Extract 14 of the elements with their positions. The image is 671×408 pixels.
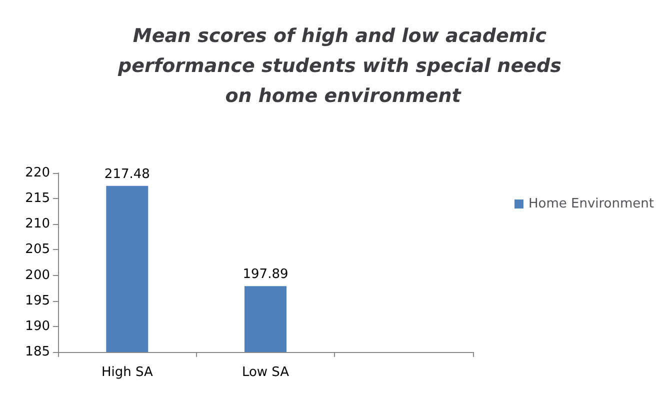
y-tick-label: 215 bbox=[25, 191, 50, 206]
y-tick-label: 195 bbox=[25, 293, 50, 308]
data-label: 197.89 bbox=[242, 267, 288, 282]
y-tick-label: 185 bbox=[25, 344, 50, 360]
y-tick-label: 190 bbox=[25, 318, 50, 334]
y-tick-label: 210 bbox=[25, 216, 50, 232]
y-tick-label: 200 bbox=[25, 268, 50, 283]
x-tick-label: Low SA bbox=[242, 365, 290, 380]
y-tick-label: 205 bbox=[25, 242, 50, 258]
legend-label: Home Environment bbox=[528, 196, 654, 212]
data-label: 217.48 bbox=[104, 166, 150, 182]
chart-title: Mean scores of high and low academic performance students with special needs on home environment bbox=[116, 25, 568, 107]
y-tick-label: 220 bbox=[25, 166, 50, 180]
x-tick-label: High SA bbox=[101, 365, 153, 380]
